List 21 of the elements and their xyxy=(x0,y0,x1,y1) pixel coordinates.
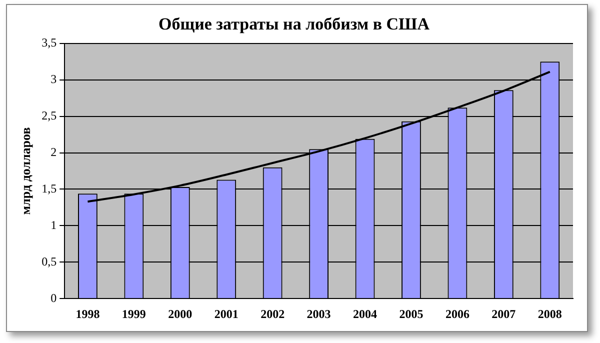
x-tick-label: 2005 xyxy=(399,306,424,321)
x-tick-label: 2007 xyxy=(492,306,516,321)
y-tick-label: 0,5 xyxy=(42,254,57,268)
y-tick-label: 3 xyxy=(50,72,57,86)
y-tick-label: 1 xyxy=(50,218,57,232)
x-tick-label: 2001 xyxy=(214,306,238,321)
y-tick-label: 2 xyxy=(50,144,57,159)
x-tick-label: 2003 xyxy=(306,306,331,321)
x-tick-label: 2004 xyxy=(353,306,378,321)
x-tick-label: 2002 xyxy=(260,306,285,321)
y-tick-label: 1,5 xyxy=(42,181,57,196)
chart-title: Общие затраты на лоббизм в США xyxy=(158,14,430,34)
y-axis-title: млрд долларов xyxy=(18,127,34,215)
x-tick-label: 2006 xyxy=(445,306,470,321)
y-tick-label: 2,5 xyxy=(42,108,57,122)
y-tick-label: 3,5 xyxy=(42,36,57,50)
x-tick-label: 2008 xyxy=(538,306,562,321)
x-tick-label: 2000 xyxy=(168,306,192,321)
x-tick-label: 1999 xyxy=(122,306,146,321)
x-tick-label: 1998 xyxy=(76,306,100,321)
y-tick-label: 0 xyxy=(50,290,57,305)
